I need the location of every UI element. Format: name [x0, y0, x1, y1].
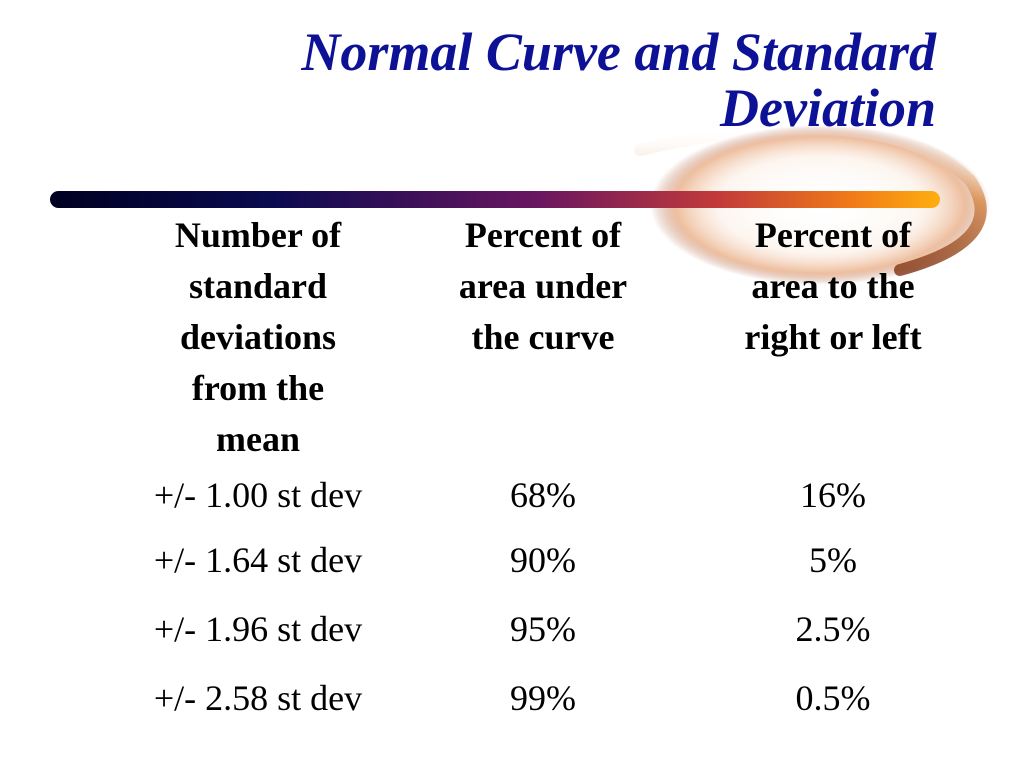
- cell-percent-tail: 0.5%: [795, 677, 871, 718]
- table-row: +/- 2.58 st dev 99% 0.5%: [108, 663, 988, 732]
- table-header-row: Number of standard deviations from the m…: [108, 210, 988, 465]
- header-text: the curve: [471, 317, 615, 357]
- header-text: Percent of: [464, 215, 622, 255]
- table-row: +/- 1.96 st dev 95% 2.5%: [108, 594, 988, 663]
- swoosh-arc: [634, 122, 987, 276]
- cell-std-devs: +/- 1.64 st dev: [153, 539, 363, 580]
- cell-percent-under: 90%: [510, 539, 576, 580]
- header-text: standard: [188, 266, 328, 306]
- table-row: +/- 1.00 st dev 68% 16%: [108, 465, 988, 525]
- header-std-devs: Number of standard deviations from the m…: [108, 210, 408, 465]
- header-percent-right-left: Percent of area to the right or left: [678, 210, 988, 465]
- title-line-1: Normal Curve and Standard: [301, 22, 936, 82]
- cell-percent-under: 68%: [510, 475, 576, 515]
- header-text: Percent of: [754, 215, 912, 255]
- cell-std-devs: +/- 2.58 st dev: [153, 677, 363, 718]
- title-line-2: Deviation: [720, 78, 936, 138]
- table-row: +/- 1.64 st dev 90% 5%: [108, 525, 988, 594]
- header-percent-under-curve: Percent of area under the curve: [408, 210, 678, 465]
- cell-percent-under: 95%: [510, 608, 576, 649]
- header-text: deviations: [179, 317, 337, 357]
- header-text: mean: [216, 419, 300, 459]
- header-text: from the: [191, 368, 325, 408]
- cell-percent-tail: 16%: [800, 475, 866, 515]
- slide-title: Normal Curve and Standard Deviation: [116, 24, 936, 136]
- title-underline-bar: [50, 191, 940, 208]
- cell-percent-tail: 2.5%: [795, 608, 871, 649]
- header-text: right or left: [744, 317, 922, 357]
- cell-percent-tail: 5%: [809, 539, 857, 580]
- header-text: area to the: [751, 266, 915, 306]
- cell-percent-under: 99%: [510, 677, 576, 718]
- cell-std-devs: +/- 1.00 st dev: [153, 475, 363, 515]
- cell-std-devs: +/- 1.96 st dev: [153, 608, 363, 649]
- header-text: area under: [458, 266, 628, 306]
- std-dev-table: Number of standard deviations from the m…: [108, 210, 988, 732]
- header-text: Number of: [174, 215, 342, 255]
